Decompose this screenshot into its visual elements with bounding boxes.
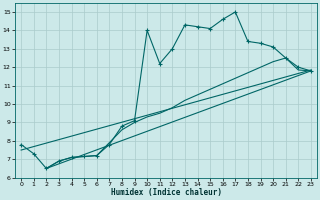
X-axis label: Humidex (Indice chaleur): Humidex (Indice chaleur): [110, 188, 221, 197]
